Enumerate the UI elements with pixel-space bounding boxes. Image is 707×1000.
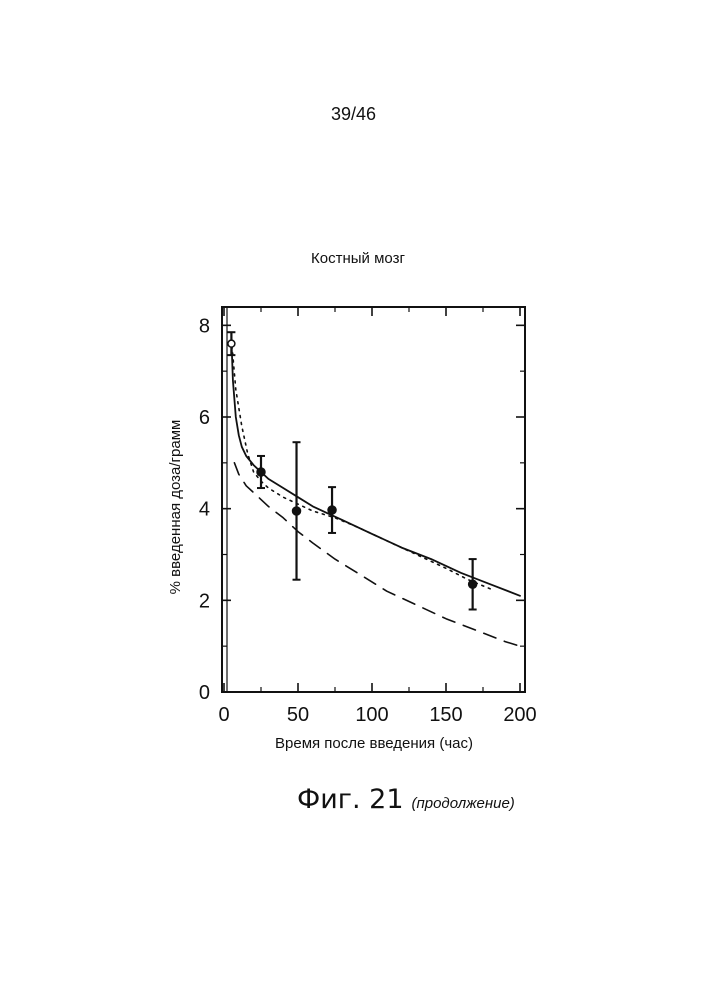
plot-frame xyxy=(222,307,525,692)
y-tick-label: 2 xyxy=(199,590,210,612)
x-tick-label: 150 xyxy=(429,704,462,726)
figure-caption: Фиг. 21 (продолжение) xyxy=(297,784,515,815)
chart-title: Костный мозг xyxy=(311,250,405,267)
figure-number: Фиг. 21 xyxy=(297,784,404,815)
series-line-dotted xyxy=(231,339,490,589)
y-axis-label: % введенная доза/грамм xyxy=(167,420,184,595)
x-axis-label: Время после введения (час) xyxy=(275,735,473,752)
data-point xyxy=(228,340,235,347)
series-line-solid xyxy=(231,339,520,596)
data-point xyxy=(257,468,265,476)
plot-area: 0 50 100 150 200 0 2 4 6 8 xyxy=(199,307,537,726)
series-line-dashed xyxy=(234,463,520,646)
y-tick-label: 4 xyxy=(199,499,210,521)
data-point xyxy=(293,507,301,515)
y-tick-label: 0 xyxy=(199,682,210,704)
figure-note: (продолжение) xyxy=(412,795,515,812)
x-tick-label: 200 xyxy=(503,704,536,726)
data-point xyxy=(469,580,477,588)
x-tick-label: 100 xyxy=(355,704,388,726)
y-tick-label: 8 xyxy=(199,315,210,337)
y-tick-label: 6 xyxy=(199,407,210,429)
x-tick-label: 0 xyxy=(218,704,229,726)
x-tick-label: 50 xyxy=(287,704,309,726)
data-point xyxy=(328,506,336,514)
